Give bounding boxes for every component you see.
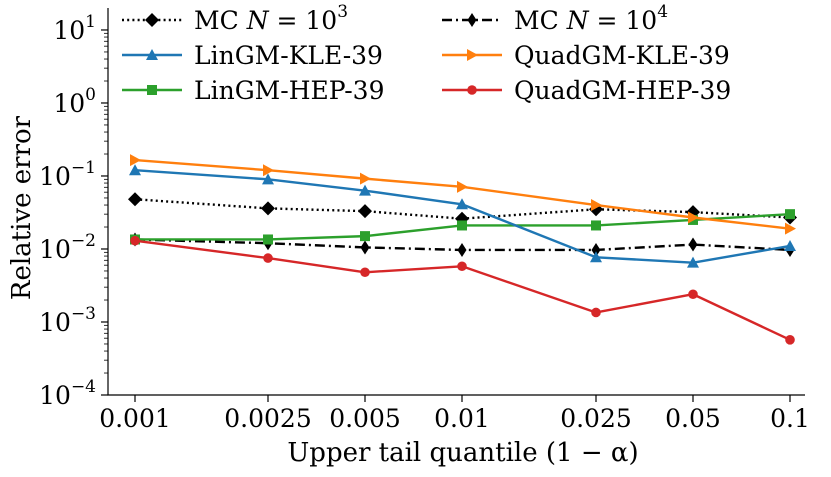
- data-point: [129, 164, 141, 176]
- legend-item: MC N = 103: [122, 2, 348, 35]
- data-point: [591, 242, 601, 257]
- x-tick-label: 0.005: [329, 404, 401, 433]
- data-point: [591, 199, 602, 212]
- x-tick-label: 0.0025: [224, 404, 311, 433]
- data-point: [591, 220, 601, 231]
- y-tick-label: 10−1: [39, 158, 96, 191]
- x-axis-label: Upper tail quantile (1 − α): [287, 438, 638, 468]
- x-tick-label: 0.01: [434, 404, 490, 433]
- data-point: [130, 154, 141, 167]
- data-point: [688, 211, 699, 224]
- data-point: [457, 242, 467, 257]
- legend-label: LinGM-HEP-39: [194, 76, 384, 105]
- data-point: [456, 198, 468, 210]
- data-point: [688, 237, 698, 252]
- legend-item: QuadGM-KLE-39: [442, 41, 730, 70]
- series-quadgm-kle-39: [130, 154, 796, 235]
- data-point: [263, 234, 273, 245]
- legend-label: LinGM-KLE-39: [194, 41, 383, 70]
- data-point: [591, 307, 601, 318]
- data-point: [785, 209, 795, 220]
- series-quadgm-hep-39: [130, 235, 795, 345]
- legend-label: QuadGM-KLE-39: [514, 41, 730, 70]
- y-tick-label: 10−3: [39, 304, 96, 337]
- data-point: [457, 261, 467, 272]
- data-point: [360, 267, 370, 278]
- legend-marker: [145, 13, 159, 27]
- legend-item: LinGM-HEP-39: [122, 76, 384, 105]
- legend-marker: [147, 85, 157, 95]
- data-point: [262, 173, 274, 185]
- y-tick-label: 101: [53, 12, 96, 45]
- data-point: [358, 204, 372, 219]
- legend-label: MC N = 104: [514, 2, 668, 35]
- data-point: [263, 164, 274, 177]
- data-point: [130, 235, 140, 246]
- data-point: [785, 222, 796, 235]
- data-point: [263, 253, 273, 263]
- data-point: [359, 184, 371, 196]
- y-tick-label: 10−2: [39, 231, 96, 264]
- legend-marker: [467, 13, 477, 27]
- data-point: [688, 289, 698, 300]
- legend-item: QuadGM-HEP-39: [442, 76, 731, 105]
- legend-marker: [467, 85, 477, 95]
- data-point: [261, 201, 275, 216]
- data-point: [457, 220, 467, 231]
- legend-marker: [146, 49, 158, 60]
- x-tick-label: 0.1: [770, 404, 810, 433]
- x-tick-label: 0.05: [665, 404, 721, 433]
- series-lingm-kle-39: [129, 164, 796, 268]
- data-point: [687, 256, 699, 268]
- data-point: [360, 240, 370, 255]
- y-axis-label: Relative error: [7, 115, 37, 300]
- data-point: [590, 251, 602, 263]
- y-tick-label: 10−4: [39, 377, 96, 410]
- legend-item: MC N = 104: [442, 2, 668, 35]
- data-point: [784, 239, 796, 251]
- y-tick-label: 100: [53, 85, 96, 118]
- legend-label: QuadGM-HEP-39: [514, 76, 731, 105]
- x-tick-label: 0.001: [99, 404, 171, 433]
- data-point: [457, 180, 468, 193]
- legend-marker: [467, 49, 478, 61]
- data-point: [360, 231, 370, 242]
- x-tick-label: 0.025: [560, 404, 632, 433]
- data-point: [360, 172, 371, 185]
- legend-item: LinGM-KLE-39: [122, 41, 383, 70]
- legend-label: MC N = 103: [194, 2, 348, 35]
- data-point: [128, 192, 142, 207]
- data-point: [785, 335, 795, 345]
